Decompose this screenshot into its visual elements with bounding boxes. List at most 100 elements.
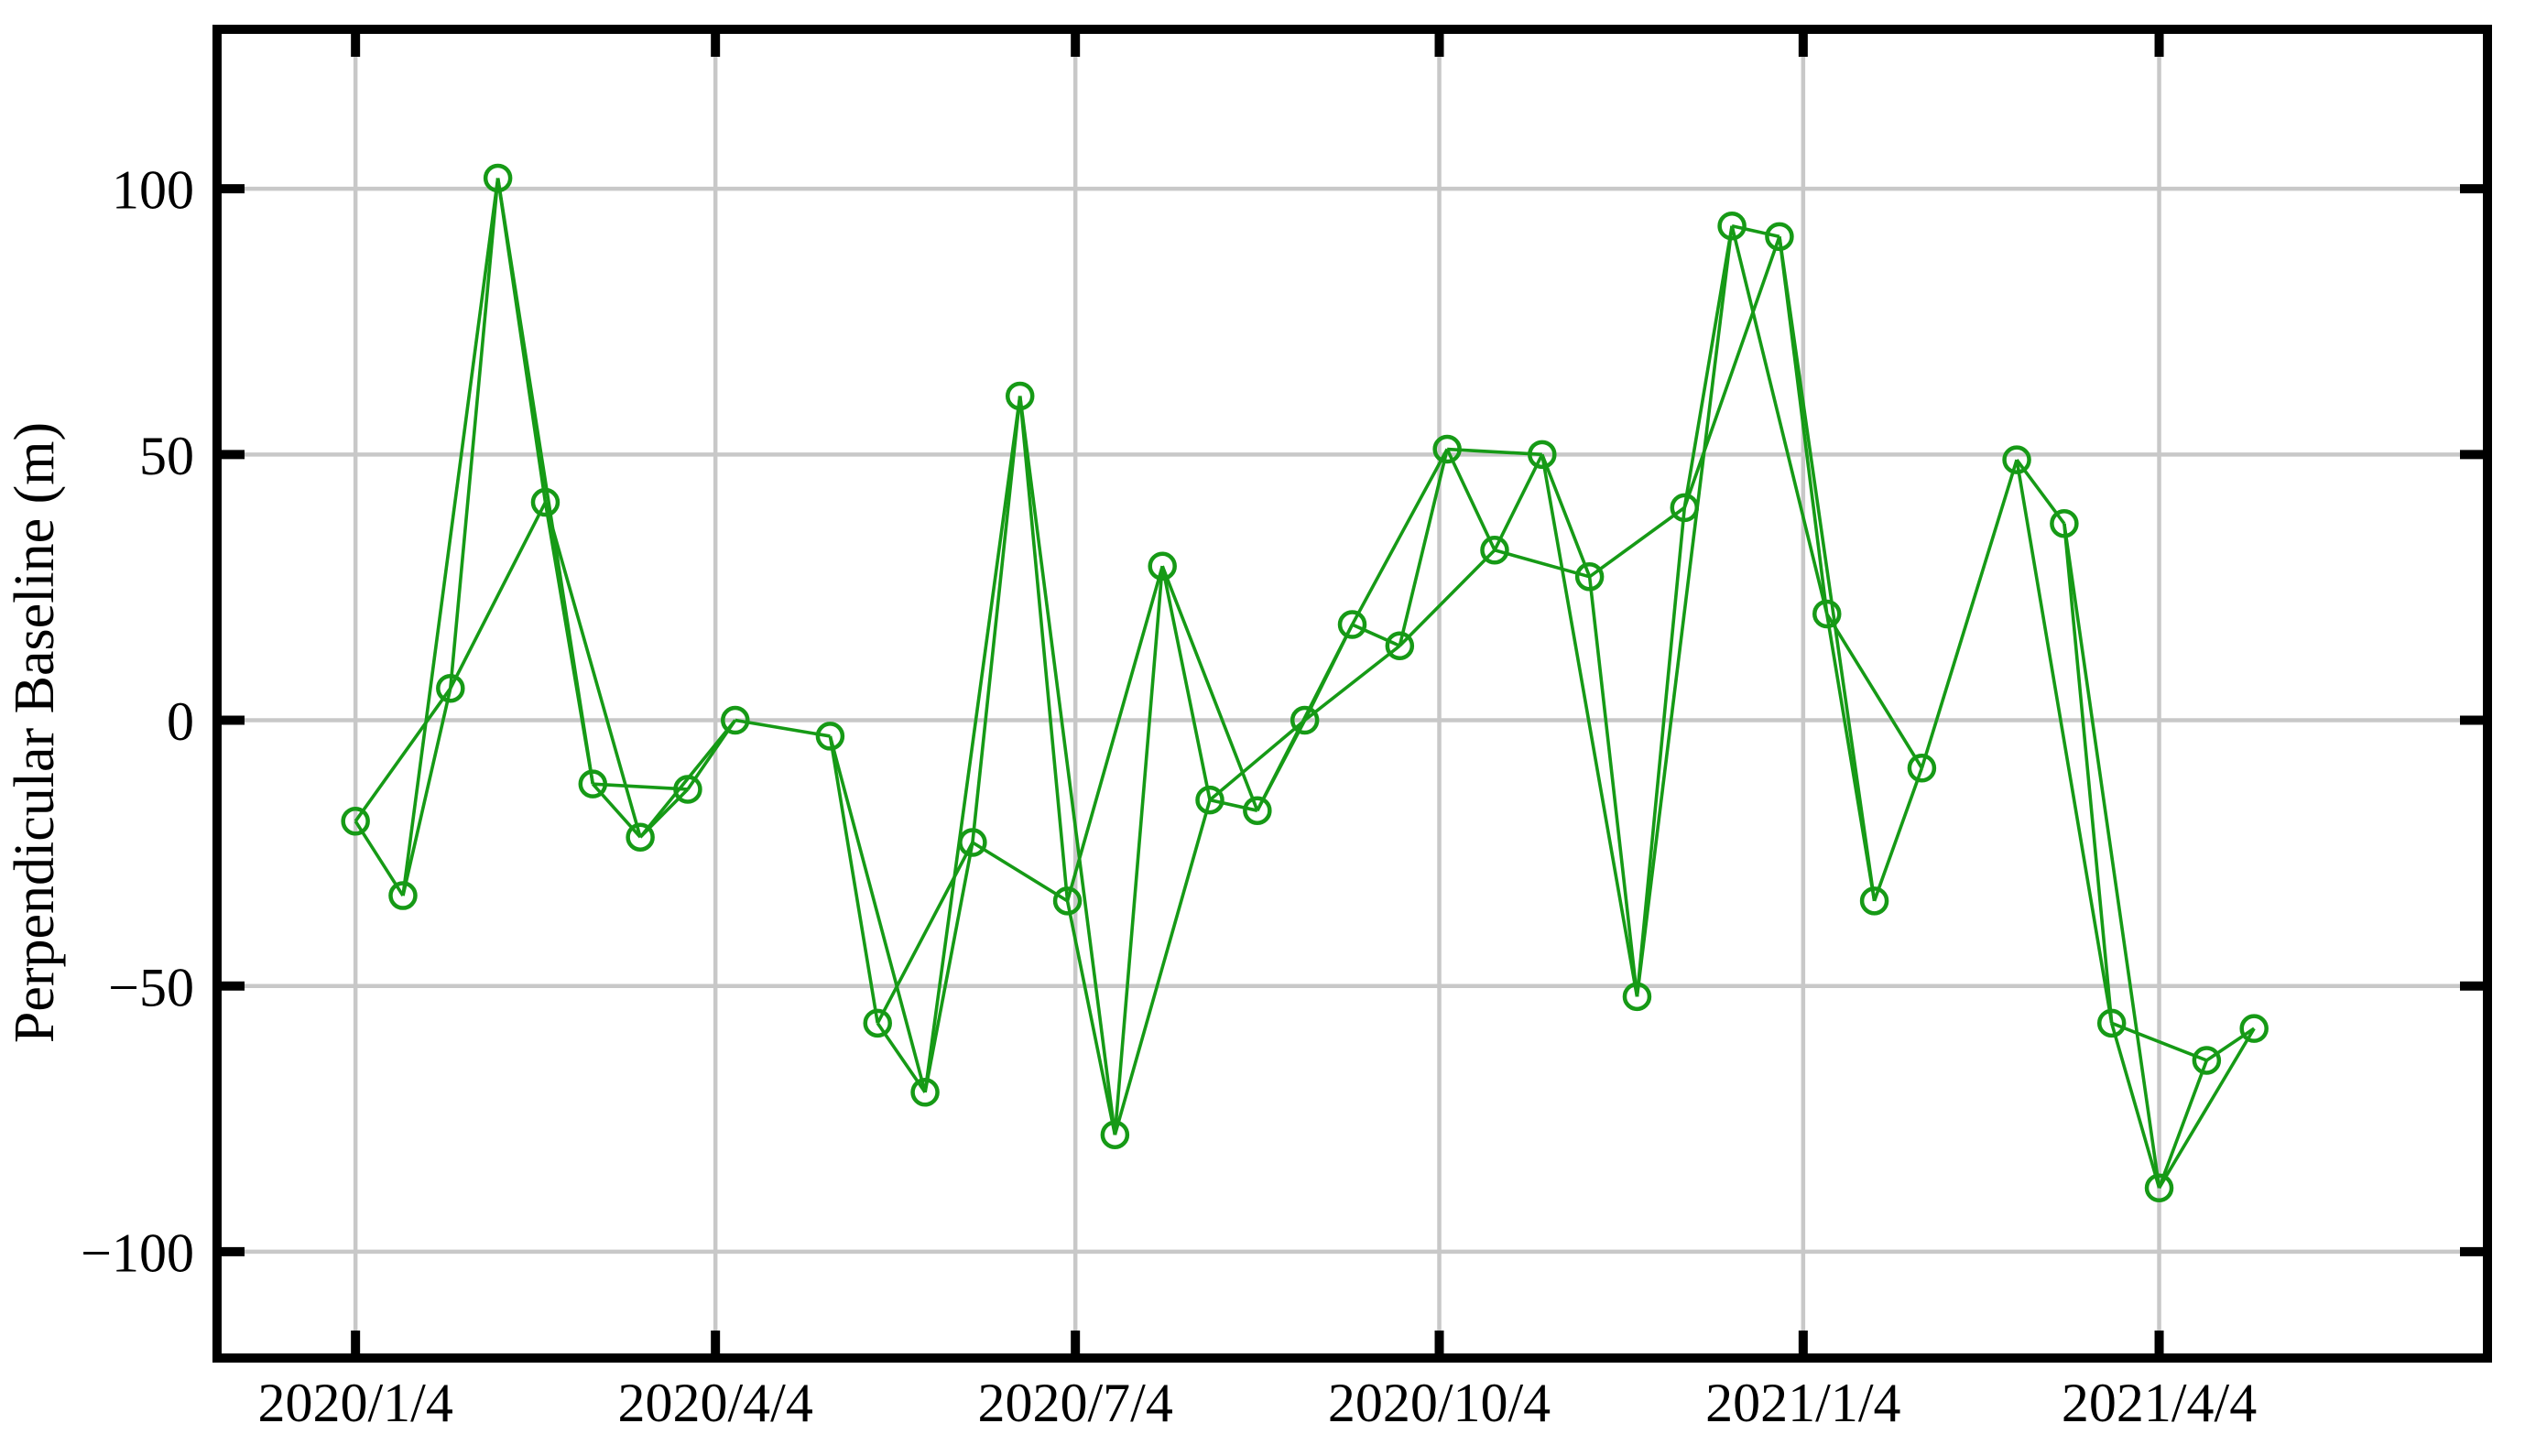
acquisition-point: [863, 1008, 892, 1038]
acquisition-point: [2002, 445, 2031, 474]
acquisition-point: [1290, 705, 1320, 735]
acquisition-point: [436, 673, 465, 703]
interferogram-pair-edge: [1778, 236, 1877, 902]
interferogram-pair-edge: [1113, 566, 1164, 1135]
x-tick-label: 2020/7/4: [978, 1373, 1173, 1433]
acquisition-point: [1574, 562, 1605, 592]
acquisition-point: [1005, 381, 1035, 411]
x-tick-label: 2021/4/4: [2062, 1373, 2257, 1433]
interferogram-pair-edge: [1018, 396, 1070, 902]
acquisition-markers: [341, 163, 2269, 1203]
interferogram-pair-edge: [1731, 223, 1780, 239]
acquisition-point: [1765, 222, 1794, 252]
interferogram-pair-edge: [971, 841, 1069, 903]
y-tick-label: −50: [108, 957, 194, 1017]
interferogram-pair-edge: [1493, 453, 1544, 551]
interferogram-pair-edge: [1447, 447, 1542, 457]
acquisition-point: [1717, 211, 1747, 241]
interferogram-pair-edge: [1398, 449, 1449, 647]
baseline-network-edges: [354, 178, 2256, 1190]
interferogram-pair-edge: [923, 396, 1022, 1093]
y-tick-label: 50: [139, 426, 194, 486]
acquisition-point: [1385, 631, 1415, 661]
y-axis-title: Perpendicular Baseline (m): [4, 422, 66, 1043]
acquisition-point: [578, 769, 608, 799]
acquisition-point: [1337, 610, 1367, 639]
acquisition-point: [483, 163, 513, 193]
interferogram-pair-edge: [2015, 459, 2114, 1024]
acquisition-point: [1052, 886, 1083, 916]
x-tick-label: 2021/1/4: [1705, 1373, 1900, 1433]
interferogram-pair-edge: [1065, 900, 1117, 1135]
interferogram-pair-edge: [1540, 453, 1592, 578]
x-tick-label: 2020/4/4: [617, 1373, 812, 1433]
interferogram-pair-edge: [401, 688, 452, 896]
interferogram-pair-edge: [1351, 623, 1401, 647]
acquisition-point: [2239, 1014, 2269, 1043]
interferogram-pair-edge: [971, 396, 1022, 843]
interferogram-pair-edge: [449, 501, 548, 690]
interferogram-pair-edge: [1399, 549, 1496, 647]
interferogram-pair-edge: [1920, 459, 2019, 769]
interferogram-pair-edge: [1445, 448, 1496, 551]
acquisition-point: [1480, 536, 1509, 565]
acquisition-point: [1195, 785, 1224, 815]
acquisition-point: [341, 807, 370, 836]
interferogram-pair-edge: [1587, 576, 1639, 997]
interferogram-pair-edge: [1825, 613, 1923, 769]
interferogram-pair-edge: [1635, 225, 1734, 997]
acquisition-point: [2050, 509, 2079, 538]
interferogram-pair-edge: [1872, 767, 1924, 902]
interferogram-pair-edge: [401, 178, 500, 896]
interferogram-pair-edge: [2062, 523, 2114, 1024]
interferogram-pair-edge: [1540, 454, 1639, 997]
acquisition-point: [1243, 796, 1272, 825]
interferogram-pair-edge: [2109, 1022, 2161, 1189]
plot-border: [212, 25, 2492, 1363]
acquisition-point: [1100, 1120, 1130, 1149]
acquisition-point: [1148, 551, 1177, 581]
y-tick-label: 0: [167, 691, 194, 752]
interferogram-pair-edge: [1065, 565, 1164, 902]
acquisition-point: [910, 1078, 940, 1107]
interferogram-pair-edge: [1113, 799, 1212, 1135]
interferogram-pair-edge: [1303, 644, 1401, 722]
interferogram-pair-edge: [1824, 614, 1877, 902]
interferogram-pair-edge: [543, 502, 595, 785]
interferogram-pair-edge: [1018, 396, 1117, 1135]
interferogram-pair-edge: [2157, 1027, 2256, 1190]
acquisition-point: [1670, 493, 1700, 523]
interferogram-pair-edge: [923, 842, 974, 1093]
interferogram-pair-edge: [2157, 1059, 2209, 1189]
interferogram-pair-edge: [1588, 505, 1686, 579]
interferogram-pair-edge: [1494, 549, 1591, 579]
acquisition-point: [1907, 754, 1937, 783]
x-tick-label: 2020/1/4: [257, 1373, 452, 1433]
interferogram-pair-edge: [1682, 225, 1734, 508]
acquisition-point: [1622, 982, 1652, 1012]
plot-frame-and-ticks: [212, 25, 2492, 1363]
acquisition-point: [2096, 1008, 2127, 1038]
interferogram-pair-edge: [1209, 798, 1258, 812]
y-tick-label: −100: [81, 1223, 194, 1284]
tick-labels: 2020/1/4 2020/4/4 2020/7/4 2020/10/4 2021/1/…: [81, 160, 2257, 1433]
y-tick-label: 100: [112, 160, 194, 221]
acquisition-point: [388, 881, 418, 910]
interferogram-pair-edge: [2205, 1027, 2256, 1062]
interferogram-pair-edge: [1208, 719, 1306, 801]
interferogram-pair-edge: [2062, 523, 2161, 1189]
interferogram-pair-edge: [1682, 235, 1781, 508]
acquisition-point: [2192, 1046, 2222, 1075]
interferogram-pair-edge: [876, 842, 974, 1025]
acquisition-point: [958, 828, 987, 857]
acquisition-point: [721, 705, 750, 735]
x-tick-label: 2020/10/4: [1328, 1373, 1551, 1433]
interferogram-pair-edge: [1303, 624, 1355, 722]
acquisition-point: [1859, 886, 1889, 916]
interferogram-pair-edge: [1350, 448, 1449, 625]
interferogram-pair-edge: [449, 178, 500, 689]
interferogram-pair-edge: [828, 735, 880, 1024]
acquisition-point: [1812, 599, 1842, 629]
